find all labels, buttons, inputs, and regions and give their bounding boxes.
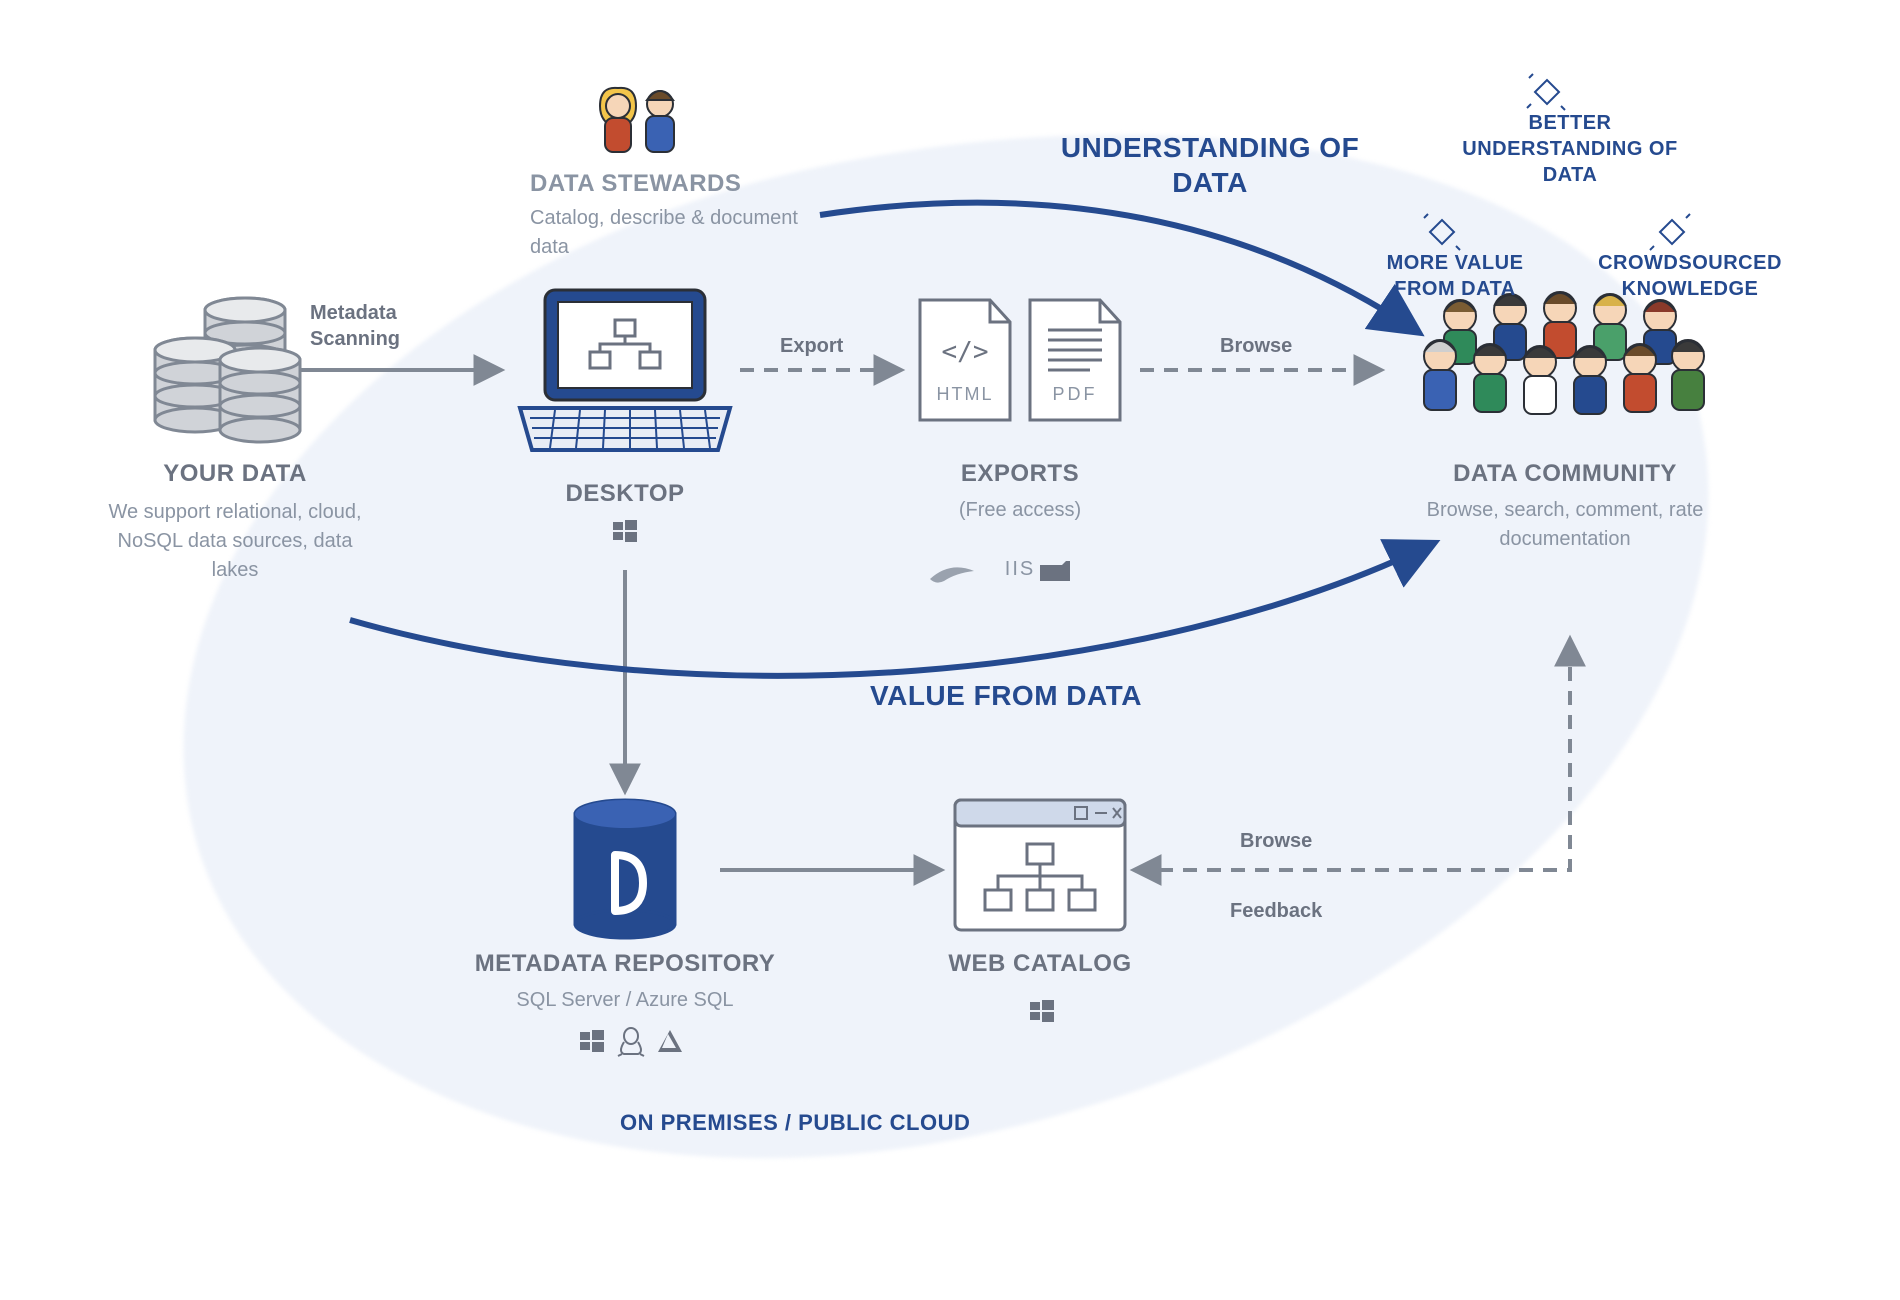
desktop-title: DESKTOP [520, 480, 730, 508]
benefit-more-value: MORE VALUE FROM DATA [1370, 250, 1540, 302]
data-community-subtitle: Browse, search, comment, rate documentat… [1400, 496, 1730, 554]
data-stewards-subtitle: Catalog, describe & document data [530, 204, 830, 262]
exports-subtitle: (Free access) [910, 496, 1130, 525]
metadata-repo-subtitle: SQL Server / Azure SQL [450, 986, 800, 1015]
benefit-better-understanding: BETTER UNDERSTANDING OF DATA [1460, 110, 1680, 188]
exports-iis-label: IIS [910, 555, 1130, 584]
metadata-repo-title: METADATA REPOSITORY [450, 950, 800, 978]
label-understanding-of-data: UNDERSTANDING OF DATA [1050, 130, 1370, 200]
benefit-crowdsourced: CROWDSOURCED KNOWLEDGE [1590, 250, 1790, 302]
stewards-icon [600, 88, 674, 152]
label-export: Export [780, 335, 843, 358]
your-data-title: YOUR DATA [100, 460, 370, 488]
data-stewards-title: DATA STEWARDS [530, 170, 830, 198]
label-metadata-scanning: Metadata Scanning [310, 300, 440, 352]
web-catalog-title: WEB CATALOG [930, 950, 1150, 978]
data-community-title: DATA COMMUNITY [1400, 460, 1730, 488]
label-browse-top: Browse [1220, 335, 1292, 358]
label-feedback: Feedback [1230, 900, 1322, 923]
label-browse-bottom: Browse [1240, 830, 1312, 853]
your-data-subtitle: We support relational, cloud, NoSQL data… [100, 498, 370, 585]
exports-title: EXPORTS [910, 460, 1130, 488]
footer-on-premises: ON PREMISES / PUBLIC CLOUD [620, 1110, 970, 1136]
label-value-from-data: VALUE FROM DATA [870, 680, 1142, 712]
databases-icon [155, 298, 300, 442]
